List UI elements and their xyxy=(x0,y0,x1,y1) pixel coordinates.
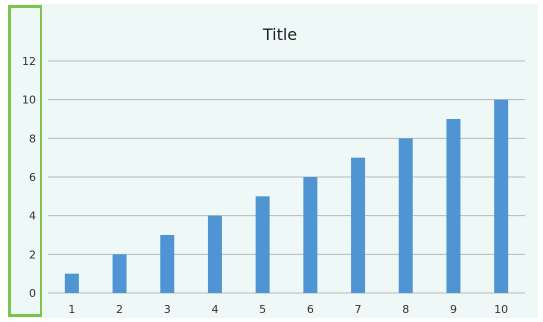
bar-series xyxy=(64,99,509,294)
gridlines xyxy=(48,60,525,294)
bar[interactable] xyxy=(494,99,509,294)
x-tick-label: 2 xyxy=(116,303,123,316)
bar[interactable] xyxy=(398,138,413,293)
y-tick-label: 2 xyxy=(29,248,36,261)
x-tick-label: 5 xyxy=(259,303,266,316)
x-axis-ticks: 1 2 3 4 5 6 7 8 9 10 xyxy=(68,303,508,316)
y-tick-label: 4 xyxy=(29,210,36,223)
x-tick-label: 9 xyxy=(450,303,457,316)
y-axis-ticks: 0 2 4 6 8 10 12 xyxy=(22,55,36,300)
y-tick-label: 10 xyxy=(22,94,36,107)
x-tick-label: 4 xyxy=(211,303,218,316)
x-tick-label: 7 xyxy=(355,303,362,316)
x-tick-label: 1 xyxy=(68,303,75,316)
bar[interactable] xyxy=(112,254,127,293)
bar[interactable] xyxy=(351,157,366,293)
chart-title: Title xyxy=(262,25,297,44)
x-tick-label: 3 xyxy=(164,303,171,316)
x-tick-label: 10 xyxy=(494,303,508,316)
bar[interactable] xyxy=(160,235,175,293)
x-tick-label: 6 xyxy=(307,303,314,316)
bar[interactable] xyxy=(64,273,79,293)
y-tick-label: 6 xyxy=(29,171,36,184)
bar[interactable] xyxy=(303,177,318,293)
y-tick-label: 0 xyxy=(29,287,36,300)
y-tick-label: 8 xyxy=(29,132,36,145)
axis-selection-border[interactable] xyxy=(8,5,42,317)
bar[interactable] xyxy=(446,119,461,293)
x-tick-label: 8 xyxy=(402,303,409,316)
bar[interactable] xyxy=(255,196,270,293)
y-tick-label: 12 xyxy=(22,55,36,68)
bar[interactable] xyxy=(207,215,222,293)
